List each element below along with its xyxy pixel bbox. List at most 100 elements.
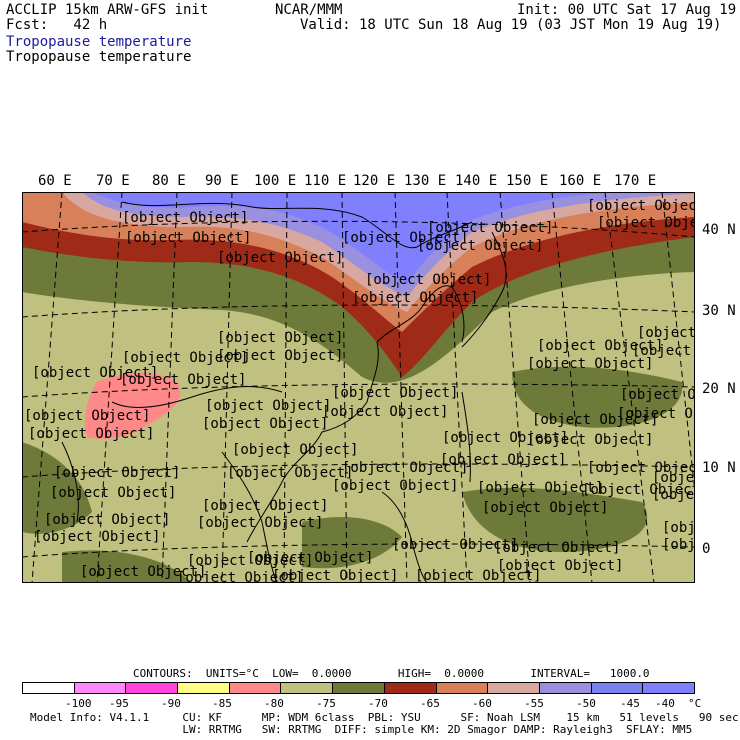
colorbar-tick: -100 bbox=[65, 697, 92, 710]
map-label: [object Object] bbox=[587, 198, 695, 214]
lon-label: 100 E bbox=[254, 173, 297, 189]
colorbar-swatch bbox=[384, 683, 437, 693]
coast bbox=[461, 231, 507, 348]
map-label: [object Object] bbox=[632, 343, 695, 359]
colorbar bbox=[22, 682, 695, 694]
map-label: [object Object] bbox=[44, 512, 170, 528]
map-label: [object Object] bbox=[527, 356, 653, 372]
map-label: [object Object] bbox=[32, 365, 158, 381]
lat-label: 30 N bbox=[702, 303, 736, 319]
map-label: [object Object] bbox=[332, 478, 458, 494]
map-label: [object Object] bbox=[417, 238, 543, 254]
colorbar-swatch bbox=[23, 683, 75, 693]
colorbar-tick: -45 bbox=[620, 697, 640, 710]
map-label: [object Object] bbox=[587, 460, 695, 476]
colorbar-swatch bbox=[591, 683, 644, 693]
colorbar-tick: -70 bbox=[368, 697, 388, 710]
map-label: [object Object] bbox=[227, 465, 353, 481]
map-label: [object Object] bbox=[54, 465, 180, 481]
map-label: [object Object] bbox=[497, 558, 623, 574]
colorbar-swatch bbox=[229, 683, 282, 693]
map-label: [object Object] bbox=[392, 537, 518, 553]
map-label: [object Object] bbox=[342, 230, 468, 246]
lat-label: 40 N bbox=[702, 222, 736, 238]
lon-label: 80 E bbox=[152, 173, 186, 189]
map-label: [object Object] bbox=[187, 553, 313, 569]
model-info-line1: Model Info: V4.1.1 CU: KF MP: WDM 6class… bbox=[30, 711, 739, 724]
lon-label: 140 E bbox=[455, 173, 498, 189]
map-label: [object Object] bbox=[342, 460, 468, 476]
map-label: [object Object] bbox=[440, 452, 566, 468]
colorbar-swatch bbox=[488, 683, 540, 693]
lon-line bbox=[446, 192, 468, 583]
map-label: [object Object] bbox=[202, 498, 328, 514]
map-label: [object Object] bbox=[28, 426, 154, 442]
colorbar-swatch bbox=[74, 683, 127, 693]
coast bbox=[461, 391, 471, 483]
map-label: [object Object] bbox=[620, 387, 695, 403]
colorbar-swatch bbox=[333, 683, 385, 693]
colorbar-tick: -85 bbox=[212, 697, 232, 710]
map-label: [object Object] bbox=[202, 416, 328, 432]
lon-line bbox=[161, 192, 178, 583]
border bbox=[121, 201, 473, 249]
map-label: [object Object] bbox=[662, 537, 695, 553]
lon-label: 120 E bbox=[353, 173, 396, 189]
lon-line bbox=[31, 192, 63, 583]
map-label: [object Object] bbox=[637, 325, 695, 341]
map-label: [object Object] bbox=[582, 482, 695, 498]
band-patch bbox=[512, 366, 683, 428]
map-label: [object Object] bbox=[352, 290, 478, 306]
tropopause-temperature-map: [object Object] [object Object] [object … bbox=[22, 192, 695, 583]
lat-label: 0 bbox=[702, 541, 711, 557]
lat-label: 20 N bbox=[702, 381, 736, 397]
map-label: [object Object] bbox=[80, 564, 206, 580]
colorbar-tick: -90 bbox=[161, 697, 181, 710]
colorbar-tick: -80 bbox=[264, 697, 284, 710]
lon-line bbox=[341, 192, 348, 583]
map-label: [object Object] bbox=[597, 215, 695, 231]
colorbar-tick: -40 bbox=[655, 697, 675, 710]
map-label: [object Object] bbox=[217, 250, 343, 266]
lon-label: 170 E bbox=[614, 173, 657, 189]
map-label: [object Object] bbox=[197, 515, 323, 531]
model-info-line2: LW: RRTMG SW: RRTMG DIFF: simple KM: 2D … bbox=[30, 723, 693, 736]
map-label: [object Object] bbox=[617, 406, 695, 422]
map-label: [object Object] bbox=[322, 404, 448, 420]
map-label: [object Object] bbox=[537, 338, 663, 354]
map-label: [object Object] bbox=[24, 408, 150, 424]
map-label: [object Object] bbox=[217, 348, 343, 364]
coastlines bbox=[61, 201, 507, 583]
colorbar-tick: -60 bbox=[472, 697, 492, 710]
valid-time: Valid: 18 UTC Sun 18 Aug 19 (03 JST Mon … bbox=[300, 17, 722, 33]
map-label: [object Object] bbox=[415, 568, 541, 583]
map-label: [object Object] bbox=[247, 550, 373, 566]
map-label: [object Object] bbox=[482, 500, 608, 516]
coast bbox=[246, 341, 379, 543]
map-label: [object Object] bbox=[332, 385, 458, 401]
map-label: [object Object] bbox=[427, 220, 553, 236]
colorbar-swatch bbox=[178, 683, 230, 693]
lon-label: 160 E bbox=[559, 173, 602, 189]
lon-line bbox=[604, 192, 655, 583]
graticule bbox=[22, 192, 695, 583]
map-label: [object Object] bbox=[177, 570, 303, 583]
map-label: [object Object] bbox=[125, 230, 251, 246]
lon-line bbox=[283, 192, 288, 583]
forecast-hour: Fcst: 42 h bbox=[6, 17, 108, 33]
map-label: [object Object] bbox=[50, 485, 176, 501]
lon-line bbox=[499, 192, 531, 583]
lon-line bbox=[221, 192, 233, 583]
map-label: [object Object] bbox=[662, 520, 695, 536]
lon-label: 70 E bbox=[96, 173, 130, 189]
map-label: [object Object] bbox=[532, 412, 658, 428]
colorbar-tick: -95 bbox=[109, 697, 129, 710]
map-label: [object Object] bbox=[652, 487, 695, 503]
lon-line bbox=[394, 192, 408, 583]
lon-line bbox=[661, 192, 695, 493]
map-label: [object Object] bbox=[365, 272, 491, 288]
lon-label: 90 E bbox=[205, 173, 239, 189]
map-label: [object Object] bbox=[122, 210, 248, 226]
colorbar-swatch bbox=[281, 683, 334, 693]
colorbar-tick: -75 bbox=[316, 697, 336, 710]
